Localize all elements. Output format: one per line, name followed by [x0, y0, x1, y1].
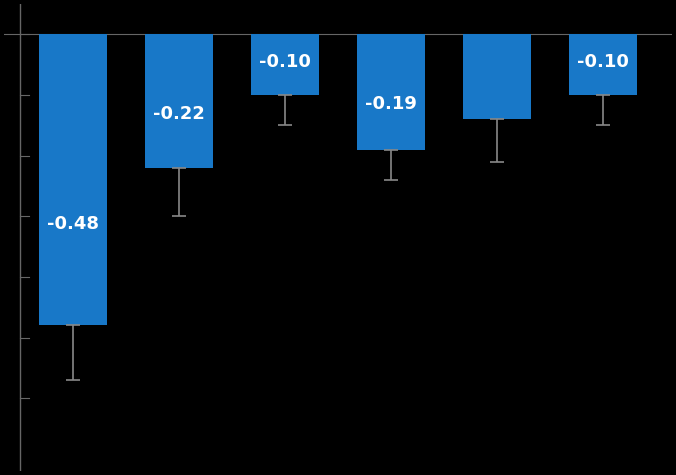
Bar: [39, 35, 107, 325]
Bar: [356, 35, 425, 150]
Text: -0.22: -0.22: [153, 105, 205, 124]
Text: -0.10: -0.10: [259, 53, 311, 71]
Bar: [251, 35, 320, 95]
Text: -0.10: -0.10: [577, 53, 629, 71]
Bar: [462, 35, 531, 119]
Text: -0.48: -0.48: [47, 215, 99, 233]
Bar: [569, 35, 637, 95]
Text: -0.19: -0.19: [365, 95, 417, 113]
Bar: [145, 35, 214, 168]
